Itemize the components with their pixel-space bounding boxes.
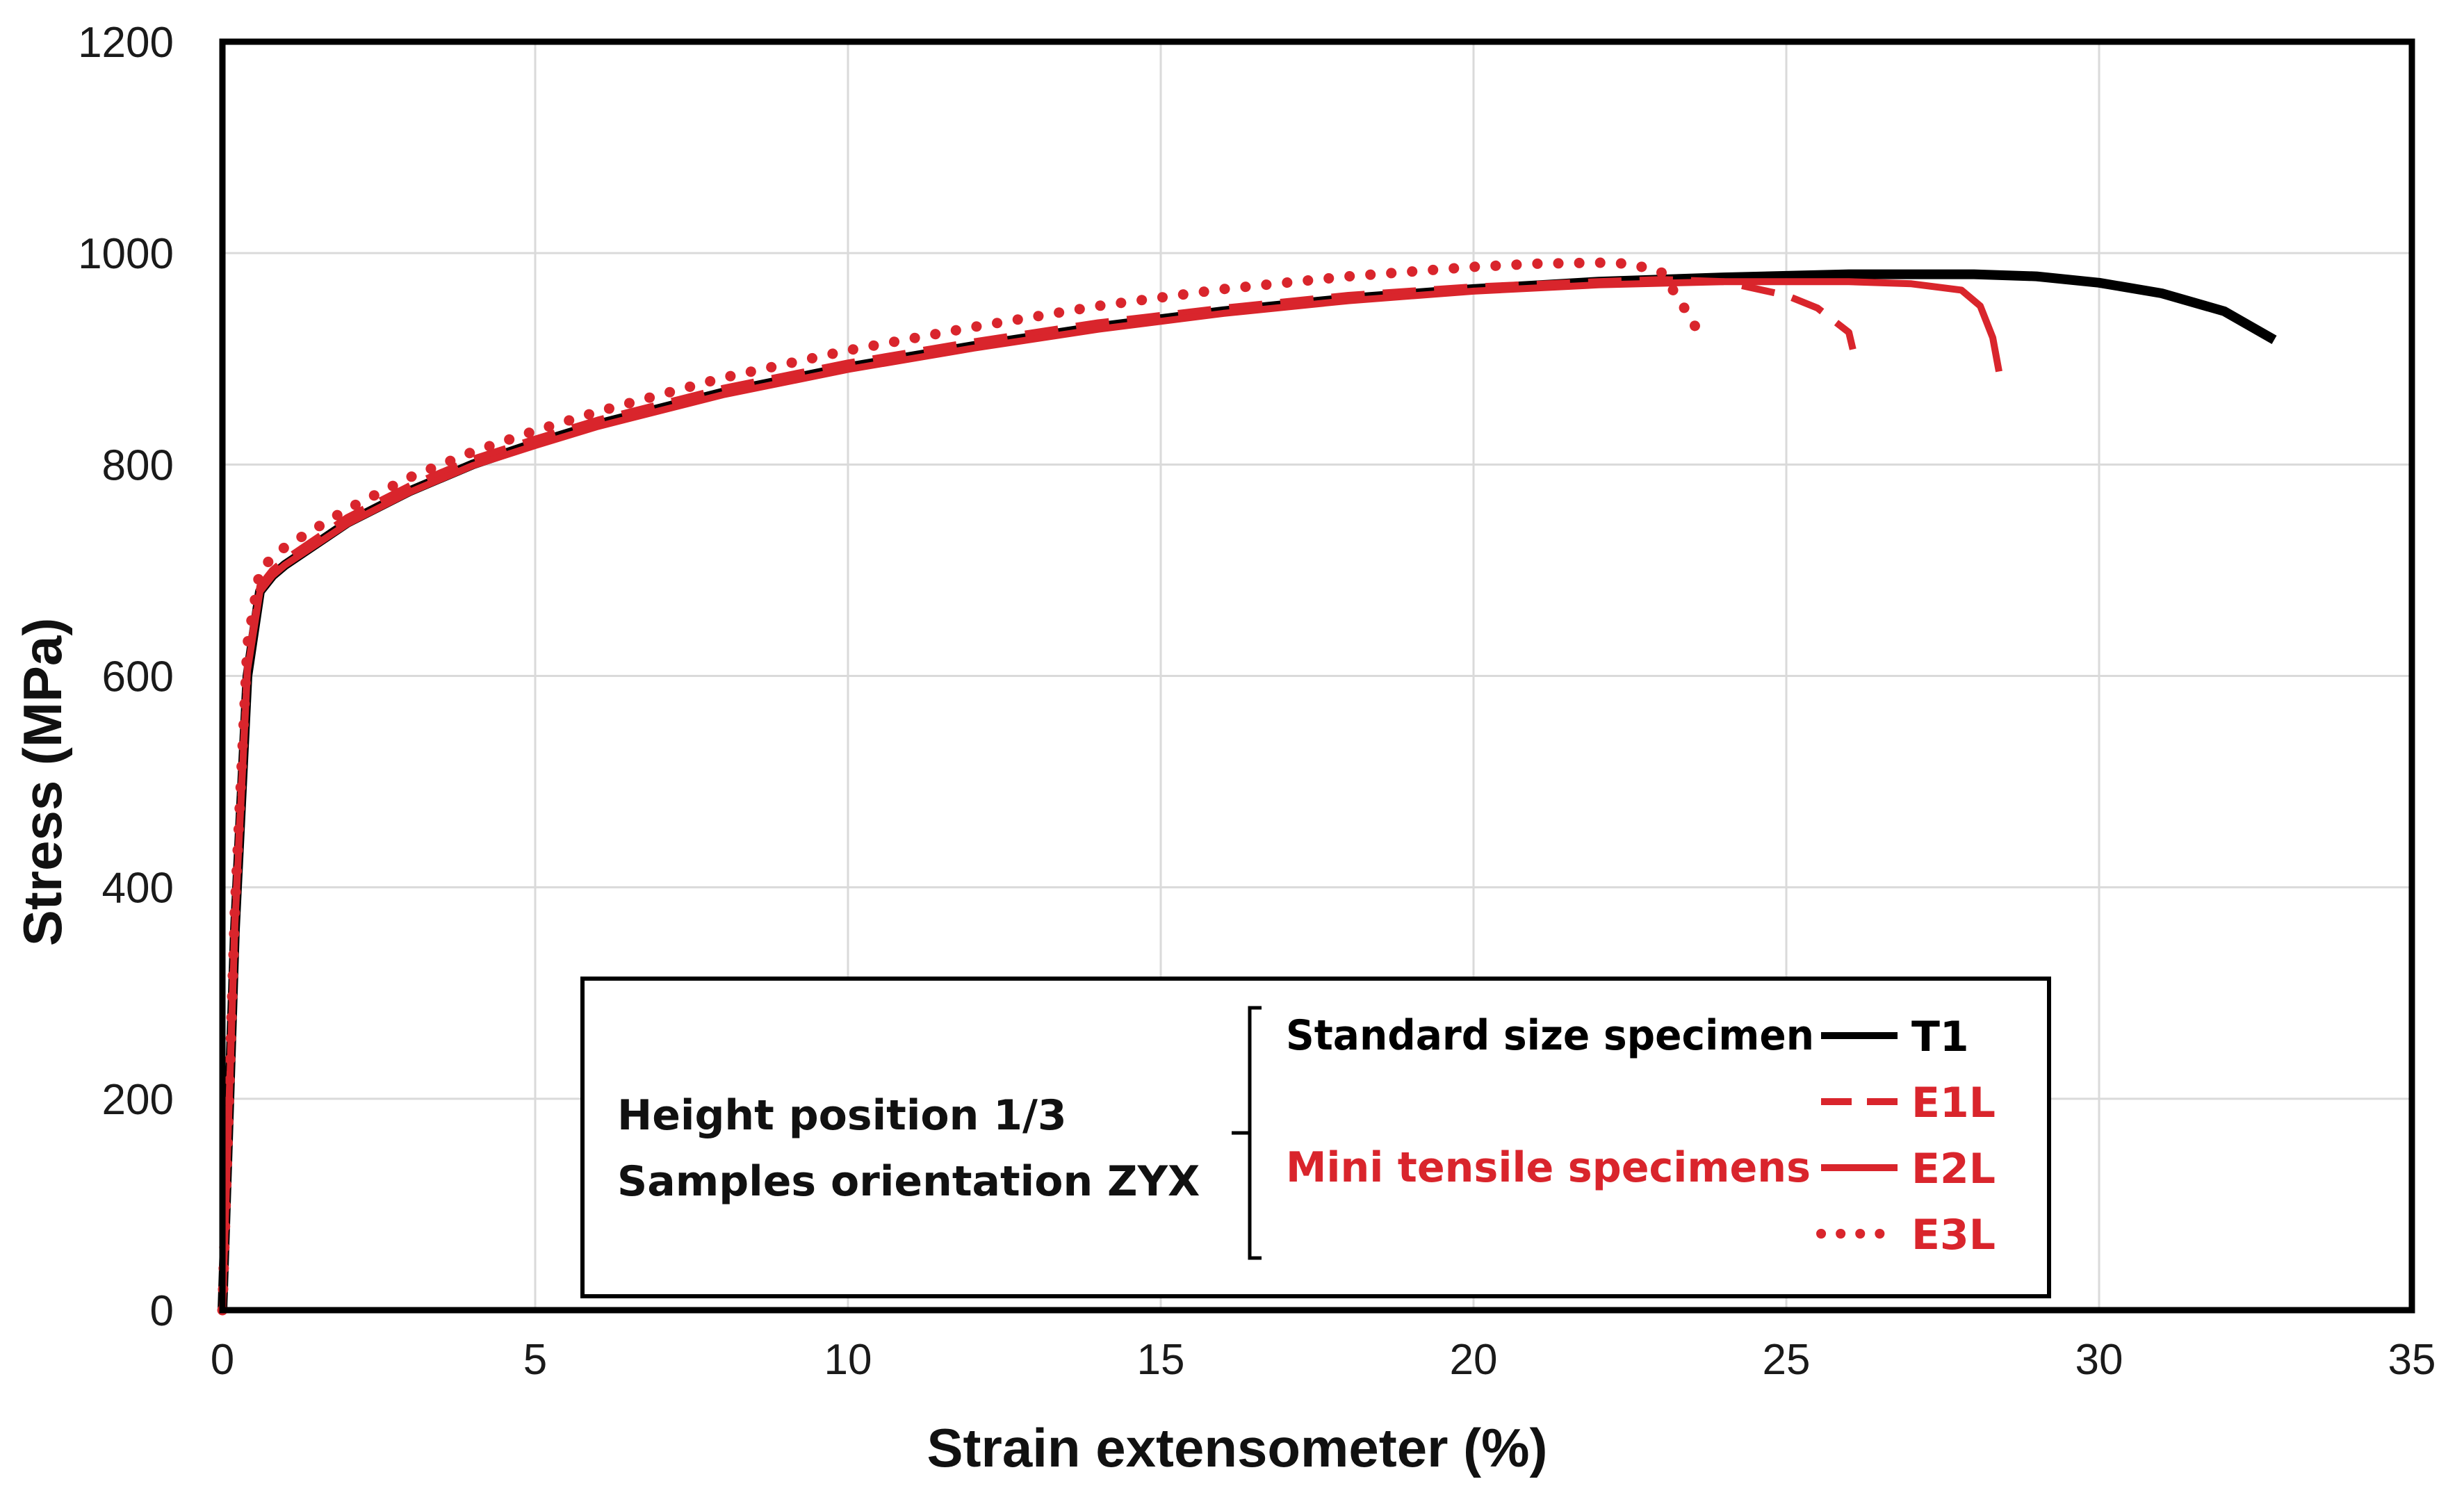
- legend-label-e3l: E3L: [1911, 1211, 1996, 1259]
- y-axis-title: Stress (MPa): [12, 618, 73, 947]
- legend-box: Height position 1/3 Samples orientation …: [580, 977, 2051, 1298]
- data-series: [217, 257, 2277, 1316]
- plot-frame: [219, 38, 2415, 1314]
- legend-label-e2l: E2L: [1911, 1145, 1996, 1193]
- x-axis-title: Strain extensometer (%): [927, 1417, 1548, 1478]
- x-tick-label: 5: [523, 1336, 547, 1384]
- y-tick-label: 1200: [78, 19, 174, 67]
- legend-frame: [580, 977, 2051, 1298]
- series-line-e3l: [217, 257, 1704, 1316]
- y-tick-label: 1000: [78, 230, 174, 278]
- x-tick-label: 35: [2388, 1336, 2436, 1384]
- legend-sample-orientation: Samples orientation ZYX: [617, 1157, 1200, 1206]
- y-tick-label: 200: [102, 1076, 174, 1124]
- x-tick-label: 25: [1763, 1336, 1811, 1384]
- legend-label-e1l: E1L: [1911, 1079, 1996, 1127]
- legend-mini-group: Mini tensile specimens: [1286, 1143, 1811, 1192]
- y-tick-label: 400: [102, 865, 174, 913]
- legend-brace: [1232, 1006, 1262, 1260]
- x-tick-label: 15: [1137, 1336, 1185, 1384]
- legend-standard-group: Standard size specimen: [1286, 1011, 1814, 1060]
- legend-label-t1: T1: [1911, 1013, 1969, 1061]
- x-tick-label: 20: [1450, 1336, 1498, 1384]
- x-tick-label: 30: [2075, 1336, 2123, 1384]
- y-tick-label: 600: [102, 653, 174, 701]
- y-tick-label: 0: [150, 1287, 174, 1335]
- x-tick-label: 0: [211, 1336, 234, 1384]
- legend-entries: T1 E1L E2L E3L: [1816, 1013, 1996, 1259]
- legend-height-position: Height position 1/3: [617, 1091, 1067, 1140]
- y-tick-label: 800: [102, 441, 174, 489]
- axis-ticks: 0 5 10 15 20 25 30 35 0 200 400 600 800 1000 1200: [78, 19, 2436, 1384]
- x-tick-label: 10: [824, 1336, 872, 1384]
- series-line-e2l: [219, 278, 2002, 1311]
